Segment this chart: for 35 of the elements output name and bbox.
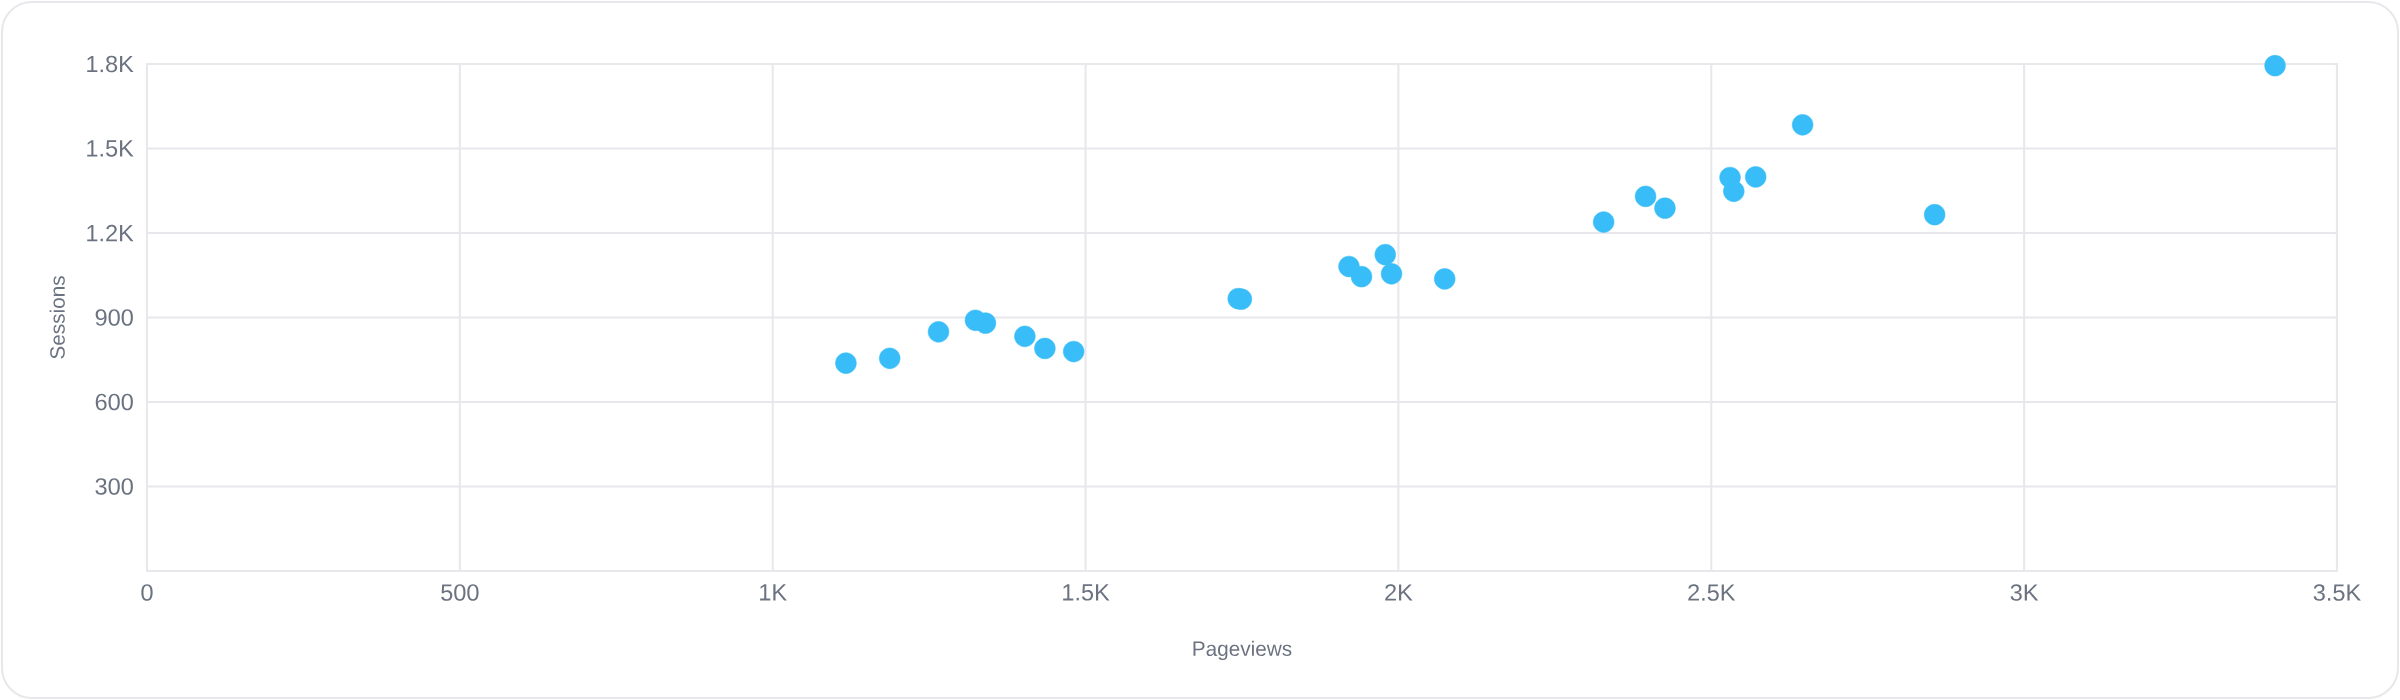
point [1634,185,1657,208]
point [1380,263,1403,285]
point [1923,204,1946,226]
x-tick-label: 1.5K [1063,584,1110,601]
x-tick-label: 2.5K [1688,584,1736,601]
point [1350,266,1373,288]
y-tick-label: 1.5K [87,140,134,157]
y-tick-label: 1.2K [87,224,134,242]
x-axis-title: Pageviews [1193,640,1292,661]
x-tick-label: 3.5K [2313,584,2361,601]
point [879,347,901,369]
point [1723,180,1745,202]
point [927,321,950,343]
x-tick-label: 0 [141,584,153,601]
point [1374,244,1396,266]
y-axis-title: Sessions [49,276,65,359]
x-tick-label: 2K [1385,584,1413,601]
y-tick-label: 900 [95,309,133,326]
point [1745,166,1767,188]
x-tick-label: 1K [760,584,787,601]
x-tick-label: 500 [441,584,479,601]
y-tick-label: 300 [95,478,133,495]
point [1434,268,1456,290]
y-tick-label: 600 [95,393,133,411]
x-tick-label: 3K [2010,584,2039,601]
point [1034,337,1056,360]
point [1791,114,1814,136]
point [1063,340,1085,363]
point [1014,325,1036,348]
point [1592,211,1615,233]
point [2264,55,2286,77]
point [1654,197,1676,219]
point [835,352,857,374]
point [974,312,997,334]
y-tick-label: 1.8K [87,55,134,73]
